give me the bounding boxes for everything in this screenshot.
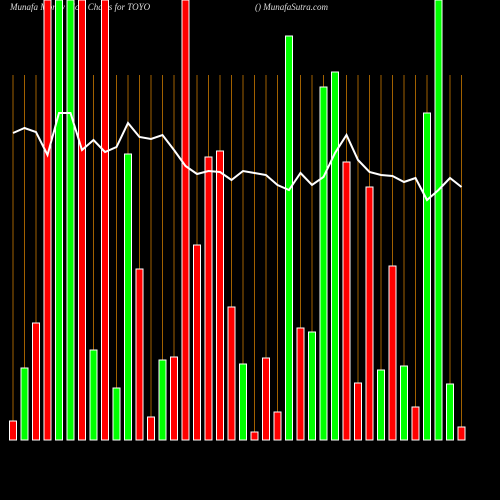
bar	[193, 244, 201, 441]
bar	[124, 153, 132, 441]
bar	[434, 0, 443, 441]
bar	[204, 156, 213, 441]
bar	[20, 367, 29, 441]
bar	[101, 0, 109, 441]
bar	[365, 186, 374, 441]
bar	[423, 112, 431, 441]
bar	[158, 359, 167, 441]
bar	[112, 387, 121, 441]
bar	[239, 363, 247, 441]
bar	[78, 0, 86, 441]
bar	[89, 349, 98, 441]
bar	[147, 416, 155, 441]
bar	[457, 426, 466, 441]
bar	[262, 357, 270, 441]
bar	[331, 71, 339, 441]
bar	[55, 0, 63, 441]
bar	[135, 268, 144, 441]
bar	[250, 431, 259, 441]
bar	[446, 383, 454, 441]
bar	[308, 331, 316, 441]
bar	[43, 0, 52, 441]
bar	[342, 161, 351, 441]
chart-subtitle: () MunafaSutra.com	[255, 2, 328, 12]
bar	[411, 406, 420, 441]
bar	[66, 0, 75, 441]
bar	[32, 322, 40, 441]
bar	[400, 365, 408, 441]
bar	[319, 86, 328, 441]
bar	[377, 369, 385, 441]
bar	[273, 411, 282, 441]
bar	[216, 150, 224, 441]
bar	[296, 327, 305, 441]
bar	[388, 265, 397, 441]
bar	[227, 306, 236, 441]
money-flow-line	[12, 112, 463, 202]
bar	[285, 35, 293, 441]
bar	[354, 382, 362, 441]
bar	[181, 0, 190, 441]
bar	[9, 420, 17, 441]
bar	[170, 356, 178, 441]
